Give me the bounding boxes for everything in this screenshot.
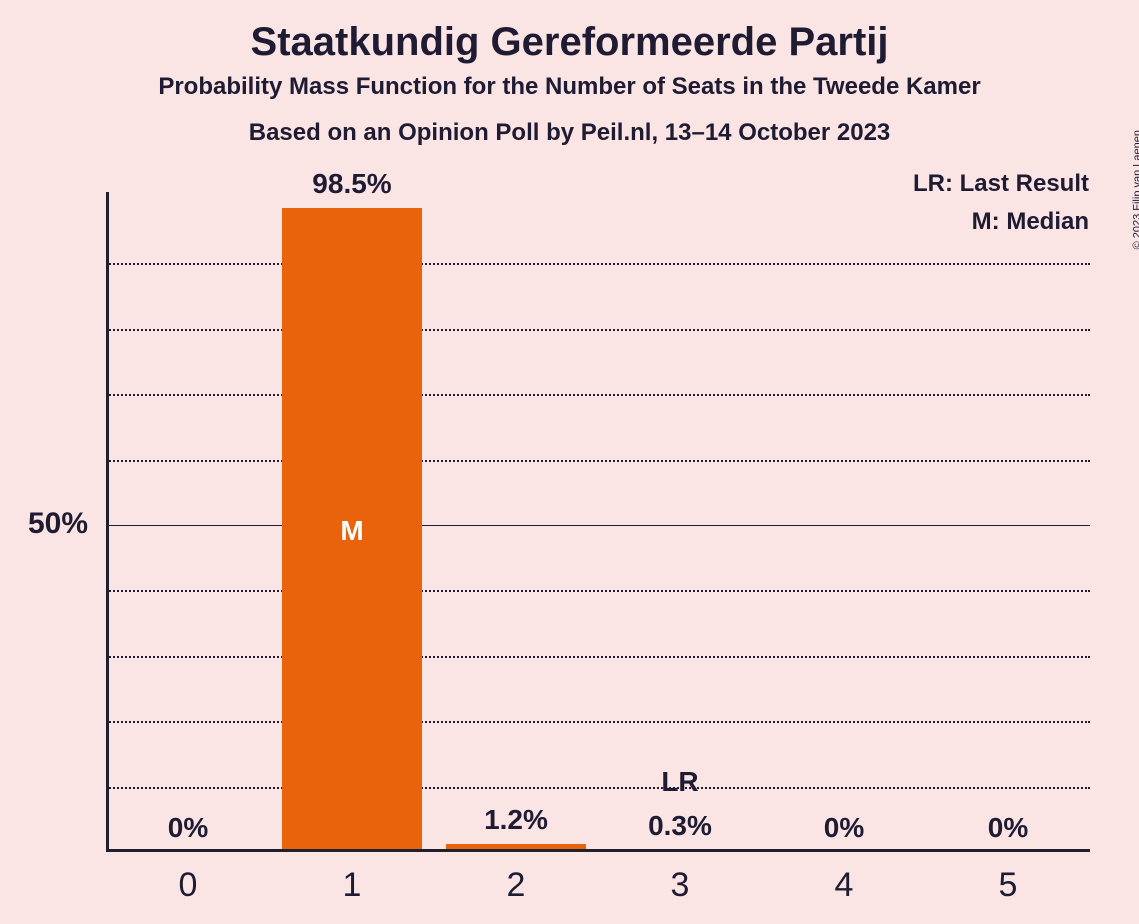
gridline: [106, 460, 1090, 462]
y-axis-label-50: 50%: [0, 507, 88, 541]
median-marker: M: [270, 515, 434, 547]
last-result-marker: LR: [598, 766, 762, 798]
y-axis: [106, 192, 109, 852]
gridline: [106, 263, 1090, 265]
chart-plot-area: 50%0%0M98.5%11.2%2LR0.3%30%40%5: [106, 198, 1090, 852]
x-axis-label: 0: [106, 866, 270, 905]
title-block: Staatkundig Gereformeerde Partij Probabi…: [0, 20, 1139, 147]
chart-title: Staatkundig Gereformeerde Partij: [0, 20, 1139, 65]
x-axis-label: 2: [434, 866, 598, 905]
chart-subtitle-1: Probability Mass Function for the Number…: [0, 73, 1139, 101]
x-axis-label: 1: [270, 866, 434, 905]
bar-value-label: 0%: [106, 812, 270, 844]
bar-value-label: 0%: [762, 812, 926, 844]
bar-value-label: 0%: [926, 812, 1090, 844]
bar-value-label: 98.5%: [270, 168, 434, 200]
copyright-text: © 2023 Filip van Laenen: [1131, 130, 1139, 249]
legend-lr: LR: Last Result: [913, 170, 1089, 198]
x-axis: [106, 849, 1090, 852]
chart-subtitle-2: Based on an Opinion Poll by Peil.nl, 13–…: [0, 119, 1139, 147]
gridline: [106, 394, 1090, 396]
bar-value-label: 1.2%: [434, 804, 598, 836]
bar-value-label: 0.3%: [598, 810, 762, 842]
gridline: [106, 590, 1090, 592]
x-axis-label: 5: [926, 866, 1090, 905]
x-axis-label: 3: [598, 866, 762, 905]
gridline: [106, 656, 1090, 658]
gridline: [106, 721, 1090, 723]
gridline: [106, 329, 1090, 331]
gridline: [106, 525, 1090, 526]
x-axis-label: 4: [762, 866, 926, 905]
